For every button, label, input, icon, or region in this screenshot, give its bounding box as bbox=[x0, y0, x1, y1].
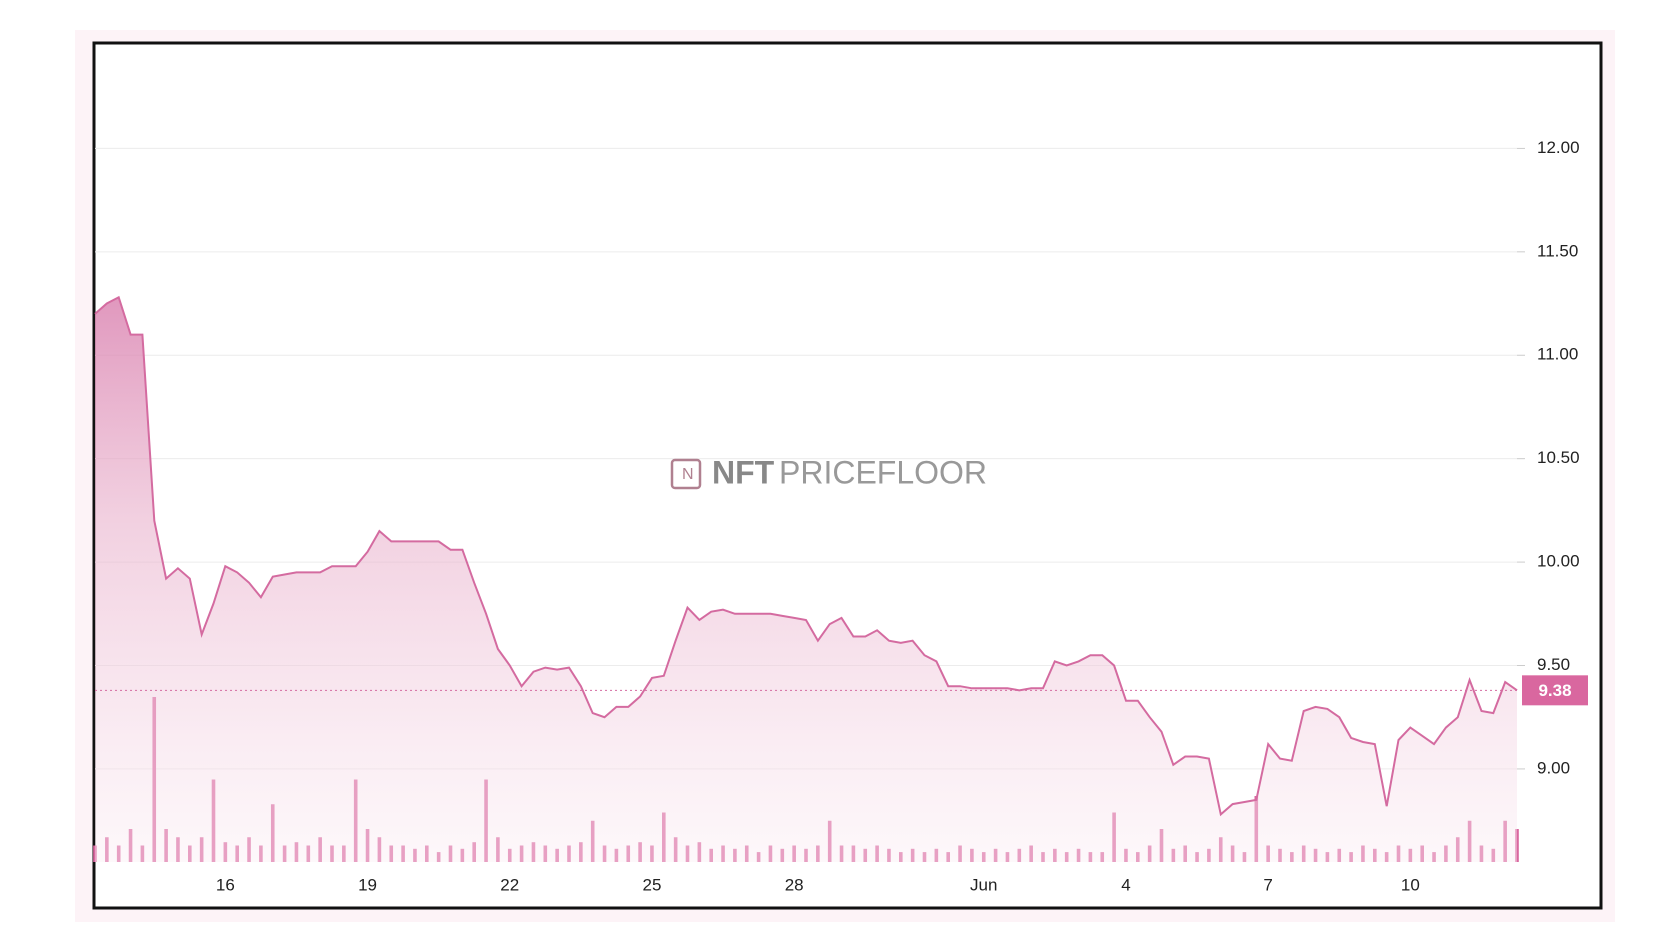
y-tick-label: 11.00 bbox=[1537, 345, 1578, 364]
watermark-bold: NFT bbox=[712, 454, 775, 490]
watermark-light: PRICEFLOOR bbox=[779, 454, 987, 490]
x-tick-label: 16 bbox=[216, 875, 235, 894]
y-tick-label: 11.50 bbox=[1537, 241, 1578, 260]
y-tick-label: 10.50 bbox=[1537, 448, 1580, 467]
x-tick-label: 10 bbox=[1401, 875, 1420, 894]
area-fill bbox=[95, 297, 1517, 862]
last-value-label: 9.38 bbox=[1538, 681, 1571, 700]
y-tick-label: 12.00 bbox=[1537, 138, 1580, 157]
y-tick-label: 10.00 bbox=[1537, 552, 1580, 571]
x-tick-label: 4 bbox=[1121, 875, 1130, 894]
price-line bbox=[94, 295, 1518, 817]
watermark: N NFT PRICEFLOOR bbox=[670, 454, 987, 490]
last-value-box bbox=[1522, 675, 1588, 706]
x-tick-label: 22 bbox=[500, 875, 519, 894]
x-tick-label: 19 bbox=[358, 875, 377, 894]
x-tick-label: Jun bbox=[970, 875, 997, 894]
y-tick-label: 9.00 bbox=[1537, 758, 1570, 777]
watermark-icon-glyph: N bbox=[682, 466, 694, 483]
x-tick-label: 7 bbox=[1263, 875, 1272, 894]
watermark-icon bbox=[670, 458, 702, 490]
y-tick-label: 9.50 bbox=[1537, 655, 1570, 674]
x-tick-label: 28 bbox=[785, 875, 804, 894]
x-tick-label: 25 bbox=[642, 875, 661, 894]
